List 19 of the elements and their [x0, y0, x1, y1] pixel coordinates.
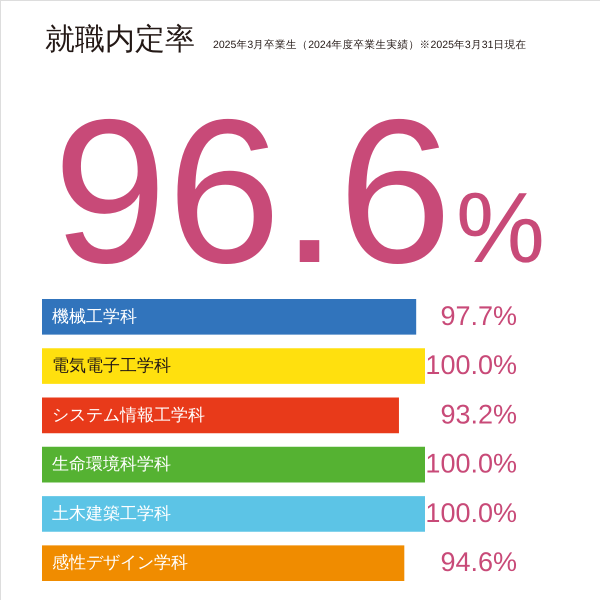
chart-title: 就職内定率 — [45, 23, 195, 56]
y-tick-label: 機械工学科 — [52, 306, 137, 326]
bar — [42, 299, 416, 335]
data-label: 94.6% — [440, 547, 517, 578]
y-tick-label: 感性デザイン学科 — [52, 553, 188, 572]
data-label: 100.0% — [425, 350, 517, 380]
data-label: 93.2% — [440, 399, 517, 430]
bar — [42, 446, 425, 482]
bar — [42, 348, 425, 384]
data-label: 100.0% — [425, 448, 517, 479]
y-tick-label: 生命環境科学科 — [52, 454, 171, 474]
y-tick-label: 土木建築工学科 — [52, 504, 171, 523]
y-tick-label: 電気電子工学科 — [52, 356, 171, 376]
y-tick-label: システム情報工学科 — [52, 405, 205, 424]
bar — [42, 545, 404, 581]
chart-subtitle: 2025年3月卒業生（2024年度卒業生実績）※2025年3月31日現在 — [213, 38, 526, 51]
bar — [42, 496, 425, 532]
data-label: 100.0% — [425, 498, 517, 528]
bar — [42, 398, 399, 434]
